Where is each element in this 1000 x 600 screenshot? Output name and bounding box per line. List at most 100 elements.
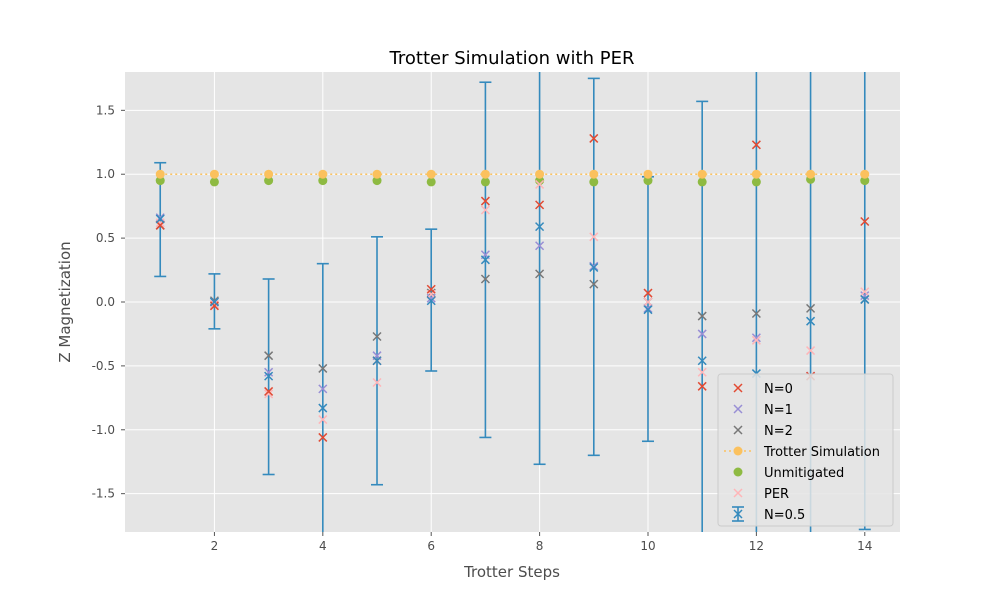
point-n-2 (264, 351, 274, 361)
legend-box (717, 373, 894, 527)
legend-label: N=1 (764, 403, 793, 418)
point-per (643, 297, 653, 307)
y-tick-label: -1.5 (92, 487, 115, 501)
point-per (697, 367, 707, 377)
point-per (318, 415, 328, 425)
point-n-0 (535, 200, 545, 210)
x-tick-label: 8 (536, 539, 544, 553)
y-axis-label: Z Magnetization (56, 241, 74, 362)
point-n-0-5 (264, 371, 274, 381)
point-per (372, 377, 382, 388)
point-n-0 (318, 432, 328, 442)
point-n-0-5 (318, 403, 328, 413)
point-trotter-simulation (589, 169, 599, 179)
point-n-0-5 (426, 296, 436, 306)
point-per (480, 205, 490, 215)
point-n-1 (860, 291, 870, 301)
point-unmitigated (589, 177, 599, 187)
point-n-2 (697, 311, 707, 321)
point-n-0-5 (806, 316, 816, 326)
point-trotter-simulation (751, 169, 761, 179)
point-n-1 (589, 261, 599, 271)
point-unmitigated (426, 177, 436, 187)
point-unmitigated (643, 176, 653, 186)
legend-entry: Unmitigated (733, 466, 844, 481)
legend-label: Unmitigated (764, 466, 844, 481)
x-tick-label: 4 (319, 539, 327, 553)
point-per (806, 346, 816, 356)
point-n-0 (264, 386, 274, 396)
point-n-1 (318, 384, 328, 394)
point-trotter-simulation (535, 169, 545, 179)
chart-title: Trotter Simulation with PER (389, 48, 635, 69)
x-tick-label: 6 (427, 539, 435, 553)
point-trotter-simulation (155, 169, 165, 179)
point-n-2 (480, 274, 490, 284)
legend-entry: N=2 (733, 424, 793, 439)
point-n-2 (589, 279, 599, 289)
point-n-0-5 (643, 305, 653, 315)
point-n-2 (318, 363, 328, 373)
y-tick-label: 0.0 (96, 295, 115, 309)
point-unmitigated (480, 177, 490, 187)
point-n-1 (426, 293, 436, 303)
point-n-0-5 (535, 222, 545, 232)
point-unmitigated (697, 177, 707, 187)
point-n-2 (372, 331, 382, 342)
x-axis-label: Trotter Steps (463, 563, 560, 581)
point-n-1 (264, 367, 274, 377)
point-n-0-5 (697, 356, 707, 366)
point-n-0-5 (372, 356, 382, 366)
point-n-2 (806, 303, 816, 313)
legend-label: N=2 (764, 424, 793, 439)
y-tick-label: 1.5 (96, 103, 115, 117)
point-trotter-simulation (860, 169, 870, 179)
point-trotter-simulation (480, 169, 490, 179)
legend-entry: PER (733, 487, 789, 502)
point-n-0-5 (209, 297, 219, 307)
point-unmitigated (372, 176, 382, 186)
legend-label: PER (764, 487, 789, 502)
point-n-2 (751, 308, 761, 319)
legend-label: N=0.5 (764, 508, 805, 523)
point-n-0-5 (860, 294, 870, 304)
point-unmitigated (209, 177, 219, 187)
axis-ticks: 2 4 6 8 10 12 14 -1.5 -1.0 -0.5 0.0 0.5 1.0 1.5 (92, 103, 873, 553)
point-trotter-simulation (697, 169, 707, 179)
point-trotter-simulation (806, 169, 816, 179)
legend-entry: N=0.5 (732, 506, 805, 523)
point-unmitigated (751, 177, 761, 187)
point-n-2 (535, 269, 545, 279)
x-tick-label: 2 (211, 539, 219, 553)
legend-entry: N=1 (733, 403, 793, 418)
x-tick-label: 10 (640, 539, 655, 553)
point-n-0 (480, 196, 490, 206)
point-n-0 (426, 284, 436, 294)
point-trotter-simulation (264, 169, 274, 179)
point-n-0-5 (480, 255, 490, 265)
point-unmitigated (860, 176, 870, 186)
legend-label: N=0 (764, 382, 793, 397)
point-trotter-simulation (372, 169, 382, 179)
point-unmitigated (318, 176, 328, 186)
legend-entry: Trotter Simulation (724, 445, 880, 460)
point-n-1 (535, 241, 545, 251)
point-per (209, 300, 219, 310)
legend-entry: N=0 (733, 382, 793, 397)
legend-marker (733, 488, 743, 498)
legend-marker (733, 509, 743, 519)
point-per (589, 232, 599, 242)
point-per (264, 389, 274, 399)
point-trotter-simulation (318, 169, 328, 179)
x-tick-label: 14 (857, 539, 872, 553)
point-n-0 (209, 301, 219, 311)
point-n-0-5 (155, 214, 165, 224)
legend-marker (733, 404, 743, 414)
point-per (535, 179, 545, 189)
y-tick-label: 1.0 (96, 167, 115, 181)
point-per (751, 335, 761, 345)
point-n-0 (860, 216, 870, 227)
legend-marker (733, 425, 743, 435)
point-n-0 (697, 381, 707, 391)
